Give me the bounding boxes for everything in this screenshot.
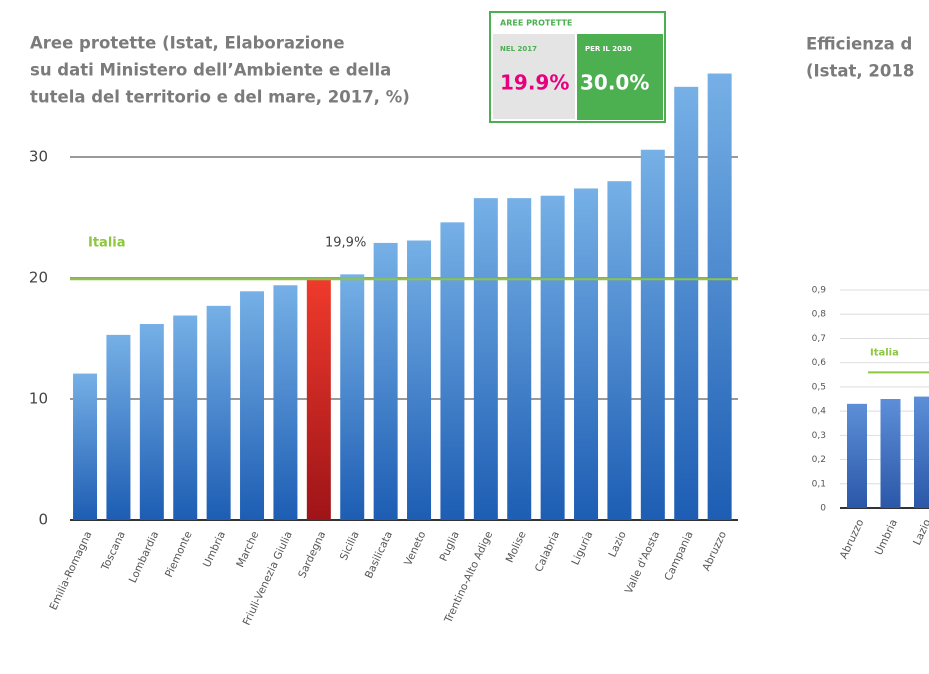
x-tick-label: Sardegna (296, 529, 328, 580)
x-tick-label: Puglia (438, 529, 462, 563)
y-tick-label: 0,3 (812, 431, 826, 441)
bar (607, 181, 632, 520)
inset-right-label: PER IL 2030 (585, 45, 632, 53)
reference-name: Italia (870, 347, 899, 358)
x-tick-label: Valle d'Aosta (623, 529, 662, 595)
y-tick-label: 0,6 (812, 358, 827, 368)
x-tick-label: Umbria (201, 529, 228, 569)
bar (640, 149, 665, 521)
x-tick-label: Molise (504, 529, 529, 564)
bar (206, 305, 231, 520)
inset-header: AREE PROTETTE (500, 19, 572, 28)
bar (106, 334, 131, 520)
bar (473, 198, 498, 520)
inset-right (577, 34, 663, 120)
reference-value-label: 19,9% (325, 236, 366, 251)
bar (240, 291, 265, 520)
bar (440, 222, 465, 520)
bar (306, 279, 331, 520)
bar (540, 195, 565, 520)
bar (139, 323, 164, 520)
y-tick-label: 10 (29, 390, 48, 408)
x-tick-label: Piemonte (163, 529, 195, 579)
bar (707, 73, 732, 520)
bar (914, 396, 929, 508)
x-tick-label: Marche (234, 529, 261, 569)
x-tick-label: Sicilia (338, 529, 362, 562)
chart: Aree protette (Istat, Elaborazione su dat… (29, 34, 738, 627)
chart-title: (Istat, 2018 (806, 62, 914, 81)
y-tick-label: 0,2 (812, 455, 826, 465)
bar (847, 403, 867, 508)
bar (880, 399, 901, 508)
y-tick-label: 0 (38, 511, 48, 529)
x-tick-label: Campania (662, 529, 695, 582)
chart-title: Aree protette (Istat, Elaborazione (30, 34, 345, 53)
inset-box: AREE PROTETTE NEL 2017 19.9% PER IL 2030… (489, 11, 666, 123)
bar (173, 315, 198, 520)
bar (273, 285, 298, 520)
bar (674, 86, 699, 520)
bar (73, 373, 98, 520)
y-tick-label: 0,7 (812, 334, 826, 344)
y-tick-label: 0,1 (812, 479, 826, 489)
inset-left-label: NEL 2017 (500, 45, 537, 53)
x-tick-label: Toscana (99, 529, 128, 573)
x-tick-label: Umbria (873, 517, 900, 557)
x-tick-label: Abruzzo (700, 529, 729, 572)
chart-title: tutela del territorio e del mare, 2017, … (30, 88, 410, 107)
y-tick-label: 0,5 (812, 382, 826, 392)
x-tick-label: Emilia-Romagna (47, 529, 94, 612)
y-tick-label: 30 (29, 148, 48, 166)
reference-name: Italia (88, 236, 126, 251)
x-tick-label: Veneto (402, 529, 428, 567)
y-tick-label: 0 (820, 504, 826, 514)
bar (340, 274, 365, 520)
chart: Efficienza d (Istat, 2018 0 0,1 0,2 0,3 0,4 0,5… (806, 35, 929, 561)
inset-left-value: 19.9% (500, 71, 569, 95)
x-tick-label: Lombardia (127, 529, 161, 584)
bar (507, 198, 532, 520)
y-tick-label: 0,4 (812, 407, 827, 417)
bar (373, 242, 398, 520)
bar (574, 188, 599, 520)
x-tick-label: Abruzzo (838, 517, 867, 560)
x-tick-label: Lazio (607, 529, 629, 559)
x-tick-label: Liguria (569, 529, 595, 566)
inset-right-value: 30.0% (580, 71, 649, 95)
x-tick-label: Lazio (911, 517, 929, 547)
chart-title: su dati Ministero dell’Ambiente e della (30, 61, 391, 80)
x-tick-label: Basilicata (363, 529, 395, 580)
bar (407, 240, 432, 521)
chart-title: Efficienza d (806, 35, 912, 54)
y-tick-label: 20 (29, 269, 48, 287)
y-tick-label: 0,8 (812, 310, 827, 320)
y-tick-label: 0,9 (812, 286, 827, 296)
x-tick-label: Calabria (533, 529, 562, 573)
inset-left (493, 34, 575, 119)
